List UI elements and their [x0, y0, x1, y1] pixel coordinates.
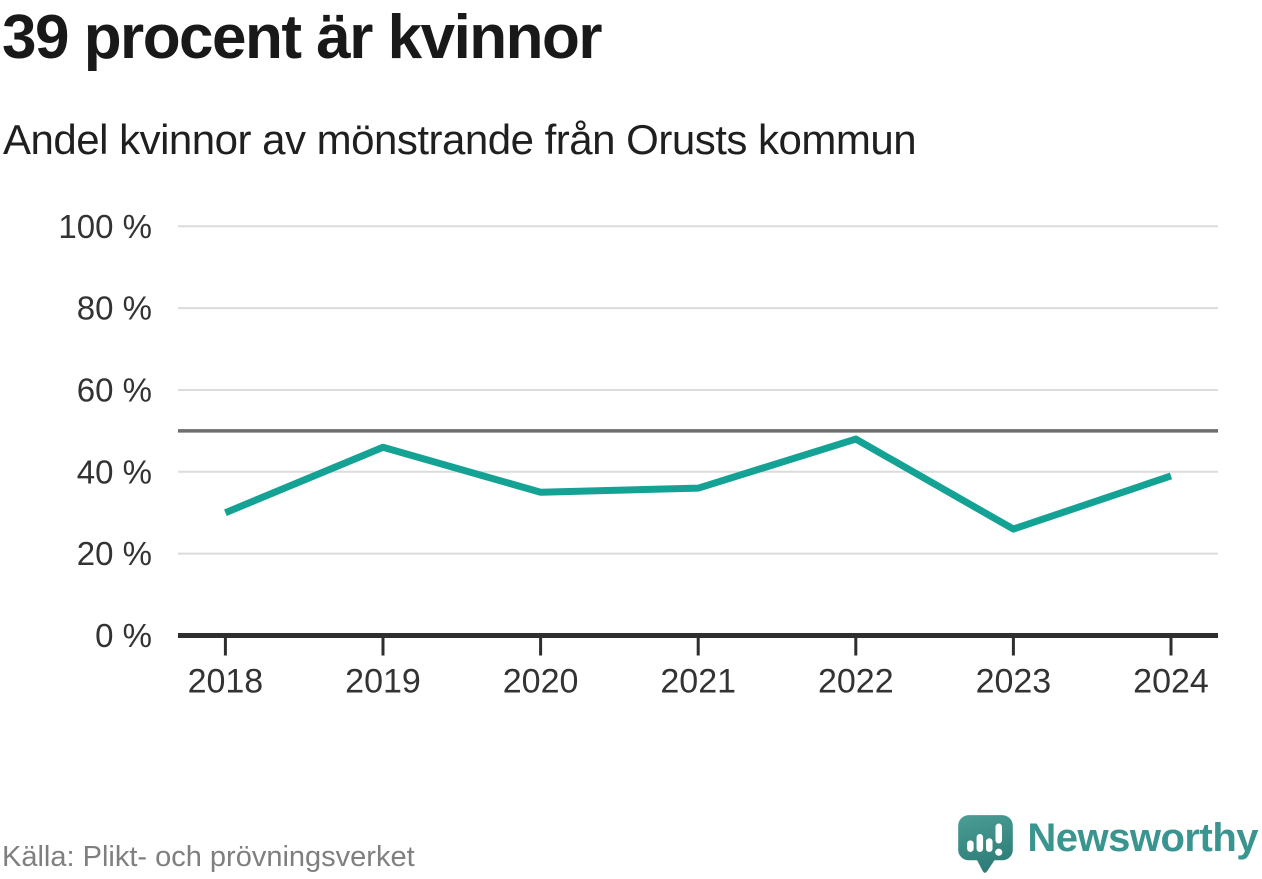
y-tick-label: 60 % [77, 371, 152, 408]
data-line [224, 435, 1173, 533]
mini-bar-chart-icon [967, 823, 1003, 856]
line-chart: 0 % 20 % 40 % 60 % 80 % 100 % 2018 2019 2020 2021… [58, 208, 1218, 701]
x-tick-label: 2023 [976, 663, 1052, 701]
x-tick-label: 2020 [503, 663, 579, 701]
source-text: Källa: Plikt- och prövningsverket [2, 841, 415, 873]
y-tick-label: 0 % [95, 617, 152, 654]
newsworthy-logo: Newsworthy [954, 812, 1258, 875]
newsworthy-wordmark: Newsworthy [1027, 816, 1258, 860]
x-tick-label: 2021 [660, 663, 736, 701]
x-tick-label: 2018 [188, 663, 264, 701]
y-tick-label: 40 % [77, 453, 152, 490]
x-tick-label: 2022 [818, 663, 894, 701]
page-title: 39 procent är kvinnor [2, 3, 603, 72]
x-tick-label: 2024 [1133, 663, 1209, 701]
y-tick-label: 20 % [77, 535, 152, 572]
x-tick-label: 2019 [345, 663, 421, 701]
y-tick-label: 100 % [58, 208, 152, 245]
chart-subtitle: Andel kvinnor av mönstrande från Orusts … [3, 116, 917, 163]
y-tick-label: 80 % [77, 290, 152, 327]
speech-bubble-shape [958, 815, 1014, 873]
newsworthy-logo-icon [958, 815, 1014, 873]
